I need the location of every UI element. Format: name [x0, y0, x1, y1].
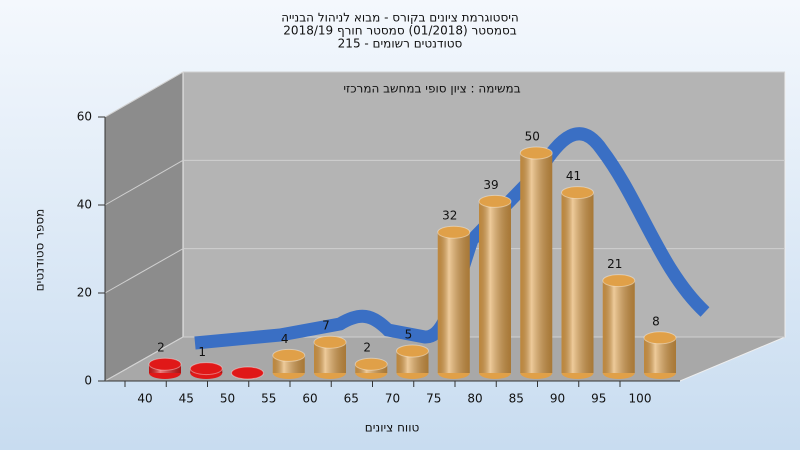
bar-top [231, 366, 264, 380]
bar-top [313, 335, 347, 349]
value-label: 2 [157, 341, 165, 355]
value-label: 8 [652, 314, 660, 328]
bar-top [272, 348, 306, 362]
grid-line [104, 336, 184, 382]
bar [189, 362, 223, 379]
bar [354, 357, 388, 379]
bar [148, 357, 182, 379]
x-tick-label: 60 [302, 392, 317, 406]
value-label: 39 [483, 178, 498, 192]
x-tick-label: 50 [220, 392, 235, 406]
x-tick-label: 55 [261, 392, 276, 406]
value-label: 32 [442, 209, 457, 223]
bar-top [437, 225, 471, 239]
bar-shade [520, 153, 553, 373]
bar-shade [479, 201, 511, 373]
x-tick-label: 100 [629, 392, 652, 406]
title-line: היסטוגרמת ציונים בקורס - מבוא לניהול הבנ… [281, 11, 519, 25]
bar [561, 186, 594, 379]
grid-line [104, 248, 184, 294]
bar [643, 331, 677, 379]
bar [396, 344, 429, 379]
bar-shade [561, 192, 594, 373]
x-tick-label: 80 [467, 392, 482, 406]
bar [231, 366, 264, 380]
value-label: 21 [607, 257, 622, 271]
x-tick-label: 45 [179, 392, 194, 406]
value-label: 7 [322, 319, 330, 333]
value-label: 1 [198, 345, 206, 359]
value-label: 50 [525, 130, 540, 144]
bar-shade [602, 280, 635, 373]
bar-top [478, 194, 512, 208]
title-line: סטודנטים רשומים - 215 [338, 37, 463, 51]
bar-top [561, 186, 594, 200]
x-tick-label: 85 [509, 392, 524, 406]
grid-line [104, 159, 184, 206]
y-axis-label: מספר סטודנטים [33, 209, 47, 292]
x-tick-label: 65 [344, 392, 359, 406]
x-axis-label: טווח ציונים [365, 421, 420, 435]
bar [519, 146, 553, 379]
annotation: במשימה : ציון סופי במחשב המרכזי [343, 82, 520, 96]
bar [478, 194, 512, 379]
bar-shade [396, 351, 429, 373]
x-tick-label: 90 [550, 392, 565, 406]
bar-top [602, 274, 636, 288]
y-tick-label: 20 [77, 286, 92, 300]
bar-shade [437, 232, 470, 373]
value-label: 5 [405, 328, 413, 342]
y-tick-label: 60 [77, 110, 92, 124]
bar-top [354, 357, 388, 371]
value-label: 2 [363, 341, 371, 355]
bar-top [519, 146, 553, 160]
bar-top [189, 362, 223, 376]
grid-line [104, 71, 184, 118]
x-tick-label: 75 [426, 392, 441, 406]
bar [602, 274, 636, 379]
x-tick-label: 40 [137, 392, 152, 406]
y-tick-label: 0 [84, 374, 92, 388]
title-line: בסמסטר (01/2018) סמסטר חורף 2018/19 [283, 24, 516, 38]
x-tick-label: 70 [385, 392, 400, 406]
value-label: 41 [566, 169, 581, 183]
bar [272, 348, 306, 379]
x-tick-label: 95 [591, 392, 606, 406]
bar [437, 225, 471, 379]
bar-top [396, 344, 429, 358]
value-label: 4 [281, 332, 289, 346]
bar-top [148, 357, 182, 371]
side-wall [104, 71, 184, 382]
bar [313, 335, 347, 379]
y-tick-label: 40 [77, 198, 92, 212]
bar-top [643, 331, 677, 345]
